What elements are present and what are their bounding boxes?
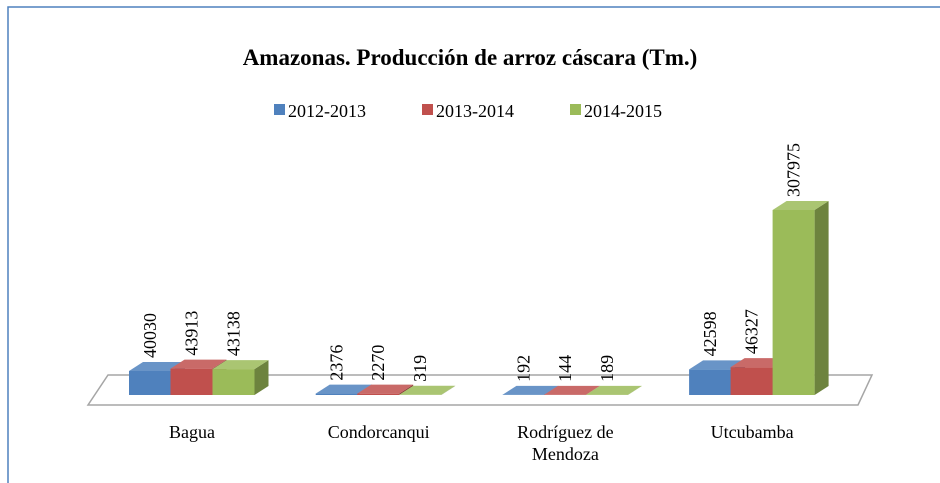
bar-front	[730, 367, 773, 395]
legend-label: 2014-2015	[584, 101, 662, 121]
data-label: 2270	[368, 345, 388, 381]
legend-label: 2012-2013	[288, 101, 366, 121]
bar-top	[543, 385, 600, 395]
bar	[399, 385, 456, 395]
bar-front	[772, 210, 815, 395]
floor	[86, 374, 874, 406]
bar-top	[502, 385, 559, 395]
bar-top	[357, 384, 414, 394]
data-label: 43138	[224, 311, 244, 356]
data-label: 43913	[182, 311, 202, 356]
bar-side	[254, 360, 269, 395]
data-label: 2376	[327, 345, 347, 381]
bar	[585, 385, 642, 395]
data-label: 46327	[742, 309, 762, 354]
bar-top	[315, 384, 372, 394]
bar	[212, 360, 269, 395]
legend-swatch	[422, 104, 433, 115]
bar-front	[315, 393, 358, 395]
bar-front	[129, 370, 171, 395]
data-label: 307975	[784, 143, 804, 197]
x-tick-label: Rodríguez de Mendoza	[517, 422, 614, 464]
legend-swatch	[570, 104, 581, 115]
legend-swatch	[274, 104, 285, 115]
bar-front	[170, 368, 213, 395]
data-label: 192	[513, 355, 533, 382]
bar-side	[441, 385, 456, 395]
bar-front	[689, 369, 732, 395]
chart-title: Amazonas. Producción de arroz cáscara (T…	[243, 45, 698, 70]
x-tick-label: Utcubamba	[710, 422, 794, 442]
data-label: 319	[410, 355, 430, 382]
x-tick-label: Bagua	[169, 422, 215, 442]
bar-top	[772, 201, 829, 210]
legend-label: 2013-2014	[436, 101, 514, 121]
bar-top	[170, 359, 227, 369]
x-tick-label: Condorcanqui	[327, 422, 430, 442]
data-label: 40030	[140, 313, 160, 358]
bar-top	[399, 385, 456, 395]
bar-top	[212, 360, 269, 370]
data-label: 189	[597, 355, 617, 382]
bar	[772, 201, 829, 395]
bar-side	[814, 201, 829, 395]
bar-top	[585, 385, 642, 395]
bar-side	[627, 385, 642, 395]
data-label: 42598	[700, 311, 720, 356]
bar-front	[212, 369, 255, 395]
bar	[357, 384, 414, 395]
bar-front	[357, 393, 400, 395]
data-label: 144	[555, 355, 575, 382]
bar-side	[399, 384, 414, 395]
